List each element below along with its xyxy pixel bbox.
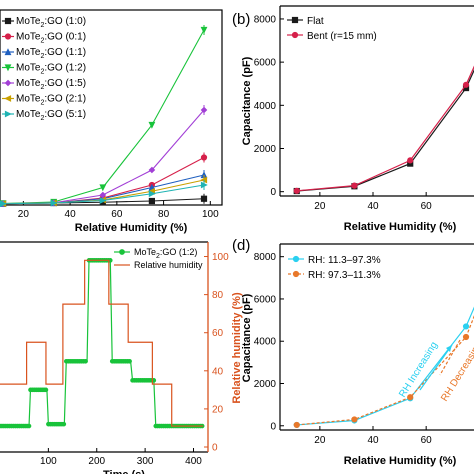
panel-c-ytick-right-label: 40 xyxy=(212,366,224,377)
panel-c-ylabel-right: Relative humidity (%) xyxy=(231,292,243,404)
panel-b-ytick-label: 4000 xyxy=(254,101,277,112)
panel-c-data-point xyxy=(61,421,67,427)
panel-c-xlabel: Time (s) xyxy=(103,469,145,474)
panel-b-data-point xyxy=(351,182,358,189)
panel-c-data-point xyxy=(26,423,32,429)
panel-a-legend-marker xyxy=(4,95,12,102)
panel-a-data-point xyxy=(0,200,7,208)
panel-a-data-point xyxy=(99,191,107,199)
panel-a-xlabel: Relative Humidity (%) xyxy=(75,222,188,234)
panel-a-legend-marker xyxy=(4,79,12,87)
panel-b-ytick-label: 2000 xyxy=(254,144,277,155)
panel-a-data-point xyxy=(148,190,156,198)
panel-d-ytick-label: 8000 xyxy=(254,252,277,263)
panel-c-ytick-right-label: 20 xyxy=(212,404,224,415)
panel-d-ytick-label: 2000 xyxy=(254,379,277,390)
panel-c-xtick-label: 200 xyxy=(88,456,105,467)
panel-b-ylabel: Capacitance (pF) xyxy=(241,56,253,145)
panel-b-xtick-label: 40 xyxy=(367,201,379,212)
panel-b-legend-label: Flat xyxy=(307,16,324,27)
panel-d-legend-marker xyxy=(292,270,300,278)
panel-c-legend-label: MoTe2:GO (1:2) xyxy=(134,247,197,260)
panel-d-data-point xyxy=(462,323,470,330)
panel-a-legend-marker xyxy=(4,17,12,25)
panel-a-legend-label: MoTe2:GO (5:1) xyxy=(16,109,86,122)
panel-b-xtick-label: 60 xyxy=(421,201,433,212)
panel-a-data-point xyxy=(148,121,156,129)
panel-d-xtick-label: 60 xyxy=(421,435,433,446)
panel-c-xtick-label: 100 xyxy=(40,456,57,467)
panel-c-legend-marker xyxy=(119,249,125,255)
panel-a-legend-label: MoTe2:GO (1:0) xyxy=(16,16,86,29)
panel-d-ytick-label: 6000 xyxy=(254,294,277,305)
panel-c-xtick-label: 400 xyxy=(185,456,202,467)
panel-d-xtick-label: 20 xyxy=(314,435,326,446)
panel-c-ytick-right-label: 80 xyxy=(212,290,224,301)
panel-c-legend-label: Relative humidity xyxy=(134,260,203,270)
panel-b-data-point xyxy=(462,81,470,88)
panel-a-xtick-label: 20 xyxy=(18,209,30,220)
panel-c-ytick-right-label: 0 xyxy=(212,443,218,454)
panel-a-data-point xyxy=(148,166,156,174)
panel-b-ytick-label: 6000 xyxy=(254,58,277,69)
panel-c-data-point xyxy=(127,358,132,364)
panel-a-data-point xyxy=(99,184,107,192)
panel-a-legend-label: MoTe2:GO (1:1) xyxy=(16,47,86,60)
panel-a-legend-label: MoTe2:GO (1:2) xyxy=(16,63,86,76)
panel-d-data-point xyxy=(407,394,414,401)
panel-d-annotation-decreasing: RH Decreasing xyxy=(439,340,474,403)
panel-a-data-point xyxy=(148,197,155,205)
panel-a-legend-label: MoTe2:GO (1:5) xyxy=(16,78,86,91)
panel-d-legend-marker xyxy=(292,255,300,263)
panel-a-legend-label: MoTe2:GO (0:1) xyxy=(16,32,86,45)
panel-a-legend-marker xyxy=(4,64,12,72)
panel-d-increase-arrowhead xyxy=(446,345,452,352)
panel-d-legend-label: RH: 97.3–11.3% xyxy=(308,270,381,281)
panel-d-ytick-label: 4000 xyxy=(254,337,277,348)
panel-a-legend-marker xyxy=(4,33,12,40)
panel-b-series-line xyxy=(296,65,474,192)
panel-c-data-point xyxy=(43,387,49,393)
panel-a-frame xyxy=(0,9,223,206)
panel-b-legend-marker xyxy=(291,16,299,24)
panel-a-data-point xyxy=(50,199,58,207)
panel-a-data-point xyxy=(99,197,107,204)
panel-d-label: (d) xyxy=(232,237,250,254)
panel-d-increase-arrow xyxy=(419,344,453,391)
panel-b-data-point xyxy=(407,157,414,164)
panel-d-data-point xyxy=(462,333,470,341)
panel-d-decrease-arrow xyxy=(439,339,461,376)
panel-a-legend-marker xyxy=(4,110,12,118)
panel-a-xtick-label: 80 xyxy=(158,209,170,220)
panel-b-data-point xyxy=(293,187,300,194)
panel-c-series-line xyxy=(0,259,204,427)
panel-d-ytick-label: 0 xyxy=(270,421,276,432)
panel-b-xtick-label: 20 xyxy=(314,201,326,212)
panel-b-label: (b) xyxy=(232,11,250,28)
panel-d-ylabel: Capacitance (pF) xyxy=(241,293,253,382)
panel-b-xlabel: Relative Humidity (%) xyxy=(344,221,457,233)
panel-d-xlabel: Relative Humidity (%) xyxy=(344,455,457,467)
panel-b-legend-marker xyxy=(291,31,299,39)
panel-c-series-line xyxy=(0,259,204,427)
panel-d-legend-label: RH: 11.3–97.3% xyxy=(308,255,381,266)
panel-b-ytick-label: 0 xyxy=(270,187,276,198)
panel-a-xtick-label: 40 xyxy=(65,209,77,220)
panel-d-data-point xyxy=(293,421,300,429)
panel-c-ytick-right-label: 60 xyxy=(212,328,224,339)
panel-b-ytick-label: 8000 xyxy=(254,14,277,25)
panel-a-legend-marker xyxy=(4,48,12,56)
panel-a-legend-label: MoTe2:GO (2:1) xyxy=(16,94,86,107)
panel-b-legend-label: Bent (r=15 mm) xyxy=(307,31,377,42)
panel-c-ytick-right-label: 100 xyxy=(212,252,229,263)
panel-c-data-point xyxy=(83,358,88,364)
panel-d-data-point xyxy=(351,416,358,423)
panel-a-xtick-label: 60 xyxy=(111,209,123,220)
panel-a-xtick-label: 100 xyxy=(202,209,219,220)
panel-c-xtick-label: 300 xyxy=(137,456,154,467)
panel-d-xtick-label: 40 xyxy=(367,435,379,446)
